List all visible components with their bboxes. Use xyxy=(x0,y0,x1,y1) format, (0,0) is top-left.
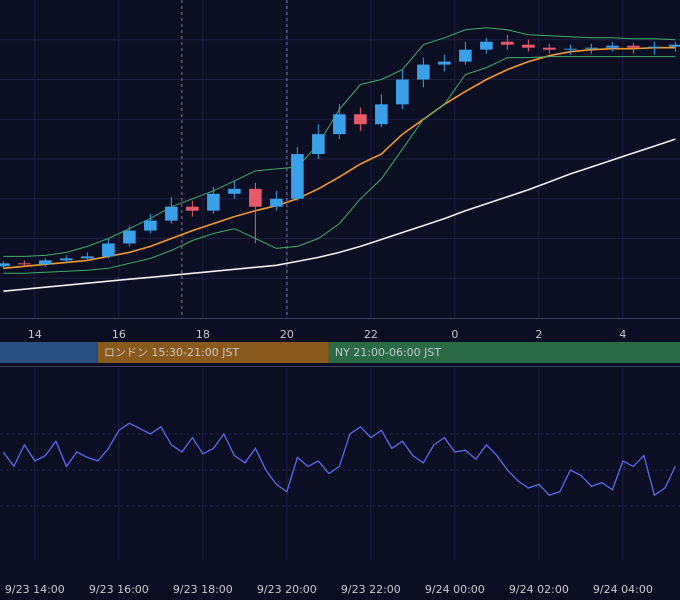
session-band xyxy=(97,342,329,363)
candle-body xyxy=(375,104,388,125)
candle-body xyxy=(522,44,535,48)
session-band xyxy=(328,342,680,363)
panel xyxy=(0,0,680,318)
candle-body xyxy=(333,114,346,135)
candle-body xyxy=(207,193,220,211)
x-tick-label: 0 xyxy=(451,328,458,341)
candle-body xyxy=(144,220,157,231)
candle-body xyxy=(186,206,199,211)
indicator-line xyxy=(3,46,676,270)
candle-body xyxy=(354,114,367,125)
candle-body xyxy=(291,154,304,199)
candle-body xyxy=(459,49,472,62)
x-tick-label: 14 xyxy=(28,328,42,341)
x-tick-label: 9/23 14:00 xyxy=(5,583,65,596)
candle-body xyxy=(39,260,52,265)
candle-body xyxy=(123,230,136,244)
candle-body xyxy=(18,263,31,265)
x-tick-label: 18 xyxy=(196,328,210,341)
candle-body xyxy=(312,134,325,155)
x-tick-label: 9/23 18:00 xyxy=(173,583,233,596)
session-label: NY 21:00-06:00 JST xyxy=(335,346,442,359)
candle-body xyxy=(480,41,493,50)
x-tick-label: 9/23 20:00 xyxy=(257,583,317,596)
candle-body xyxy=(228,188,241,194)
x-tick-label: 9/23 22:00 xyxy=(341,583,401,596)
candle-body xyxy=(501,41,514,45)
candle-body xyxy=(627,45,640,48)
candle-body xyxy=(648,46,661,48)
candle-body xyxy=(606,45,619,48)
candle-body xyxy=(270,198,283,207)
x-tick-label: 16 xyxy=(112,328,126,341)
x-tick-label: 9/23 16:00 xyxy=(89,583,149,596)
candle-body xyxy=(81,256,94,259)
session-label: ロンドン 15:30-21:00 JST xyxy=(104,346,240,359)
x-tick-label: 9/24 04:00 xyxy=(593,583,653,596)
candle-body xyxy=(396,79,409,105)
x-tick-label: 9/24 00:00 xyxy=(425,583,485,596)
candle-body xyxy=(0,263,10,267)
indicator-line xyxy=(3,56,676,274)
candle-body xyxy=(102,243,115,257)
x-tick-label: 4 xyxy=(619,328,626,341)
candle-body xyxy=(585,47,598,49)
x-tick-label: 22 xyxy=(364,328,378,341)
candle-body xyxy=(543,47,556,50)
candle-body xyxy=(564,48,577,50)
indicator-line xyxy=(3,138,676,292)
candle-body xyxy=(669,44,680,47)
candle-body xyxy=(60,258,73,261)
candle-body xyxy=(165,206,178,221)
candle-body xyxy=(438,61,451,65)
candle-body xyxy=(417,64,430,80)
x-tick-label: 9/24 02:00 xyxy=(509,583,569,596)
panel xyxy=(0,368,680,560)
x-tick-label: 2 xyxy=(535,328,542,341)
session-band xyxy=(0,342,98,363)
x-tick-label: 20 xyxy=(280,328,294,341)
candle-body xyxy=(249,188,262,207)
indicator-line xyxy=(2,422,676,497)
